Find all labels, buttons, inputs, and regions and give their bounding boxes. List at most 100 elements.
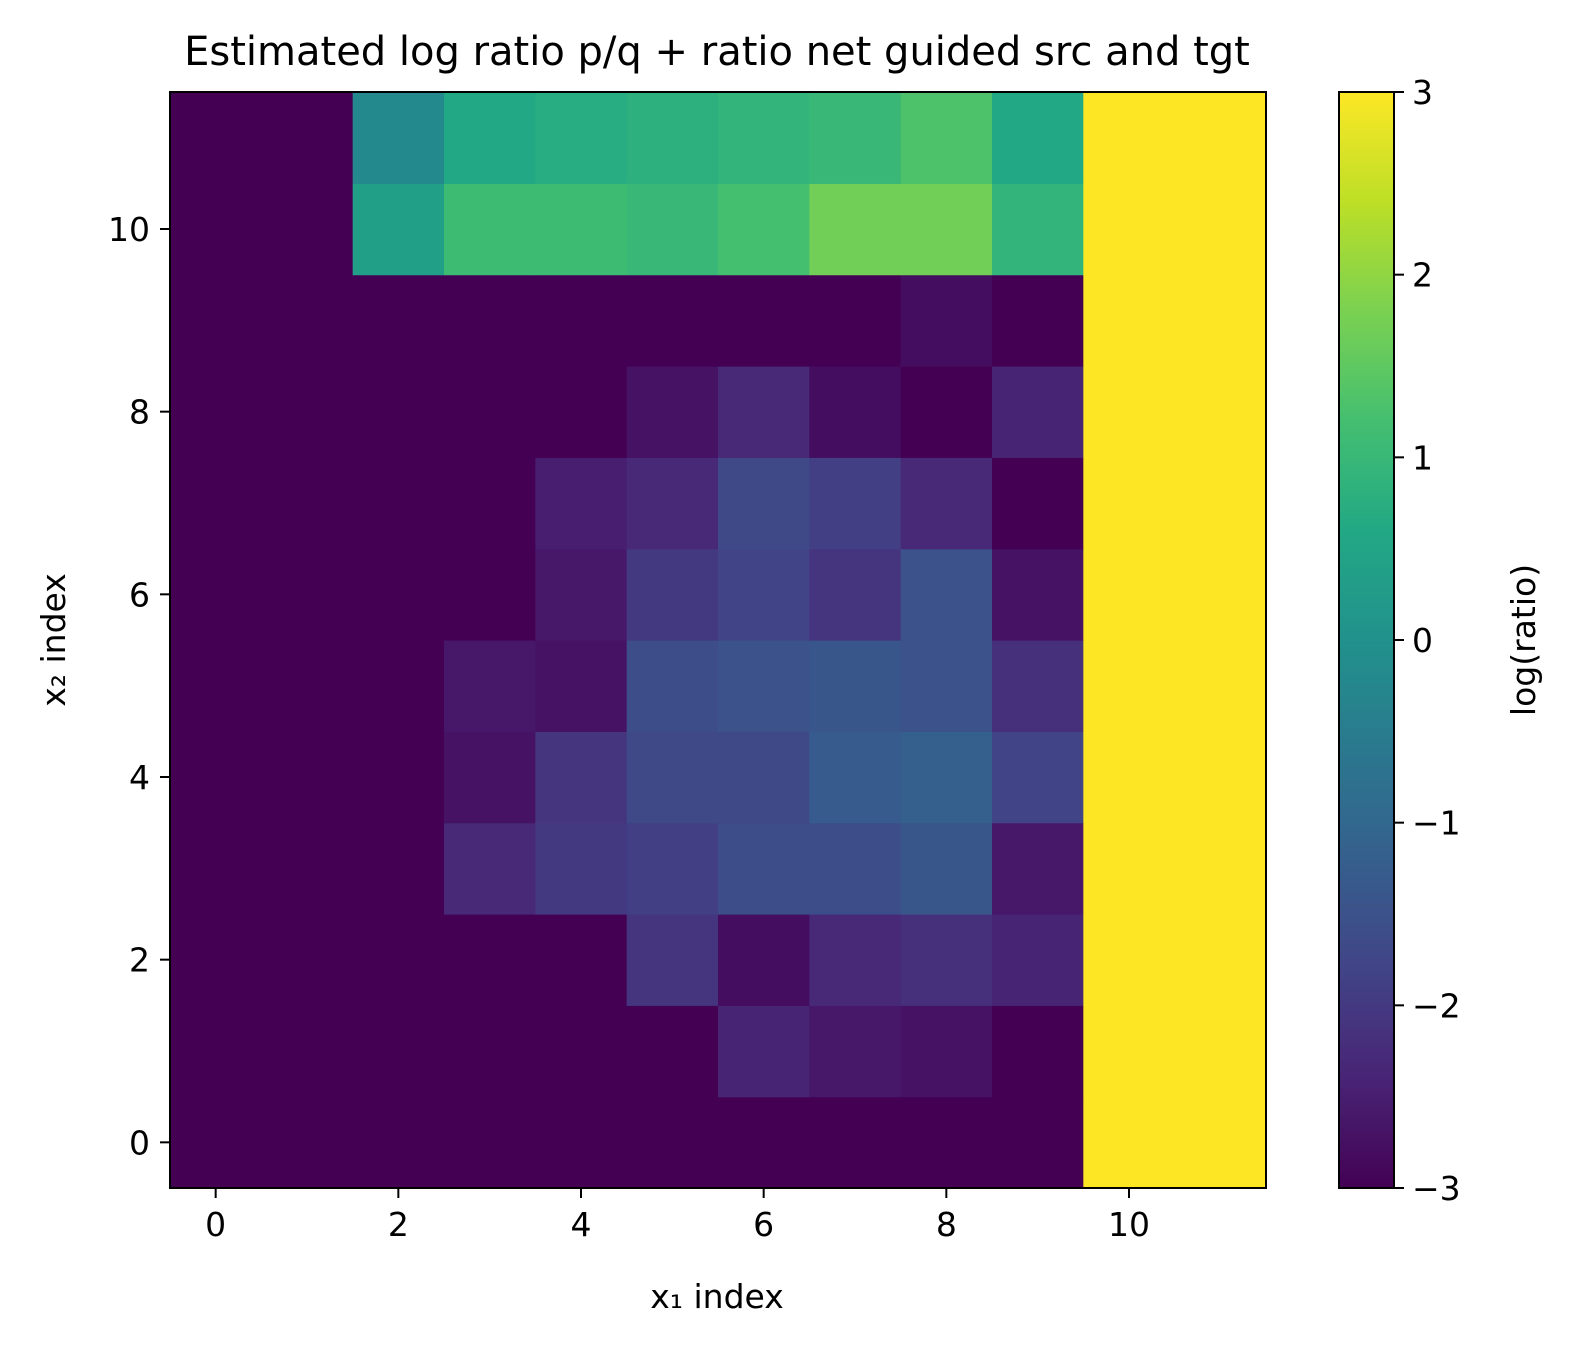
colorbar-tick-label: 3 (1412, 73, 1433, 112)
heatmap-cell (1174, 457, 1267, 550)
heatmap-cell (809, 1096, 902, 1189)
heatmap-cell (535, 1005, 628, 1098)
x-tick-label: 2 (388, 1205, 409, 1244)
heatmap-cell (626, 274, 719, 367)
heatmap-cell (352, 366, 445, 458)
heatmap-cell (261, 640, 354, 732)
heatmap-cell (170, 366, 262, 458)
heatmap-cell (1174, 548, 1267, 641)
heatmap-cell (809, 914, 902, 1006)
heatmap-cell (718, 92, 810, 184)
heatmap-cell (1174, 274, 1267, 367)
heatmap-cell (1083, 914, 1176, 1006)
heatmap-cell (626, 183, 719, 276)
y-axis-label: x₂ index (34, 573, 73, 707)
heatmap-cell (444, 1096, 536, 1189)
heatmap-cell (352, 92, 445, 184)
y-tick-label: 2 (129, 941, 150, 980)
heatmap-cell (992, 822, 1084, 915)
heatmap-cell (626, 366, 719, 458)
heatmap-cell (992, 92, 1084, 184)
colorbar-tick-label: −1 (1412, 804, 1461, 843)
x-tick-label: 6 (753, 1205, 774, 1244)
heatmap-cell (535, 548, 628, 641)
heatmap-cell (170, 457, 262, 550)
heatmap-cell (718, 1005, 810, 1098)
heatmap-cell (626, 822, 719, 915)
heatmap-cell (1174, 822, 1267, 915)
heatmap-cell (352, 457, 445, 550)
heatmap-cell (1083, 1005, 1176, 1098)
heatmap-cell (992, 1096, 1084, 1189)
heatmap-cell (170, 548, 262, 641)
heatmap-cell (718, 1096, 810, 1189)
heatmap-cell (261, 183, 354, 276)
x-tick-label: 8 (936, 1205, 957, 1244)
heatmap-cell (626, 731, 719, 824)
colorbar-label: log(ratio) (1504, 564, 1543, 716)
heatmap-cell (444, 640, 536, 732)
heatmap-cell (170, 92, 262, 184)
heatmap-cell (809, 366, 902, 458)
heatmap-cell (261, 92, 354, 184)
x-tick-label: 10 (1108, 1205, 1150, 1244)
heatmap-cell (992, 183, 1084, 276)
heatmap-cell (809, 274, 902, 367)
heatmap-cell (261, 1096, 354, 1189)
heatmap-cell (1174, 183, 1267, 276)
heatmap-cell (900, 274, 993, 367)
colorbar-tick-label: −2 (1412, 986, 1461, 1025)
heatmap-cell (1174, 1096, 1267, 1189)
heatmap-cell (900, 183, 993, 276)
heatmap-cell (170, 183, 262, 276)
heatmap-cell (1083, 640, 1176, 732)
heatmap-cell (1174, 640, 1267, 732)
heatmap-cell (809, 183, 902, 276)
heatmap-cell (352, 822, 445, 915)
heatmap-cell (718, 183, 810, 276)
heatmap-cell (261, 914, 354, 1006)
heatmap-cell (261, 1005, 354, 1098)
heatmap-cell (1174, 92, 1267, 184)
x-axis: 0 2 4 6 8 10 (205, 1188, 1150, 1244)
heatmap-cell (1083, 1096, 1176, 1189)
colorbar-ticks: 3 2 1 0 −1 −2 −3 (1394, 73, 1461, 1208)
chart-title: Estimated log ratio p/q + ratio net guid… (184, 29, 1250, 75)
heatmap-cell (170, 1005, 262, 1098)
heatmap-cell (261, 457, 354, 550)
heatmap-cell (444, 274, 536, 367)
y-tick-label: 0 (129, 1123, 150, 1162)
colorbar-tick-label: 2 (1412, 256, 1433, 295)
heatmap-cell (626, 457, 719, 550)
heatmap-cell (900, 822, 993, 915)
heatmap-cell (352, 914, 445, 1006)
heatmap-cell (900, 1096, 993, 1189)
heatmap-cell (535, 1096, 628, 1189)
heatmap-cell (992, 640, 1084, 732)
heatmap-cell (992, 914, 1084, 1006)
heatmap-cell (444, 731, 536, 824)
colorbar-tick-label: −3 (1412, 1169, 1461, 1208)
heatmap-cell (444, 92, 536, 184)
heatmap-cell (170, 914, 262, 1006)
heatmap-cell (626, 1096, 719, 1189)
heatmap-cell (809, 92, 902, 184)
heatmap-cell (1174, 366, 1267, 458)
heatmap-cell (809, 822, 902, 915)
heatmap-cell (992, 366, 1084, 458)
heatmap-cell (535, 274, 628, 367)
x-axis-label: x₁ index (650, 1277, 784, 1316)
y-axis: 0 2 4 6 8 10 (108, 210, 170, 1162)
heatmap-cell (535, 640, 628, 732)
heatmap-cell (535, 914, 628, 1006)
heatmap-cell (535, 92, 628, 184)
heatmap-cell (626, 92, 719, 184)
heatmap-cell (352, 274, 445, 367)
heatmap-cell (809, 731, 902, 824)
heatmap-cell (1083, 457, 1176, 550)
heatmap-cell (444, 822, 536, 915)
heatmap-cell (1083, 183, 1176, 276)
heatmap-cell (626, 1005, 719, 1098)
heatmap-cell (261, 366, 354, 458)
heatmap-cell (626, 640, 719, 732)
